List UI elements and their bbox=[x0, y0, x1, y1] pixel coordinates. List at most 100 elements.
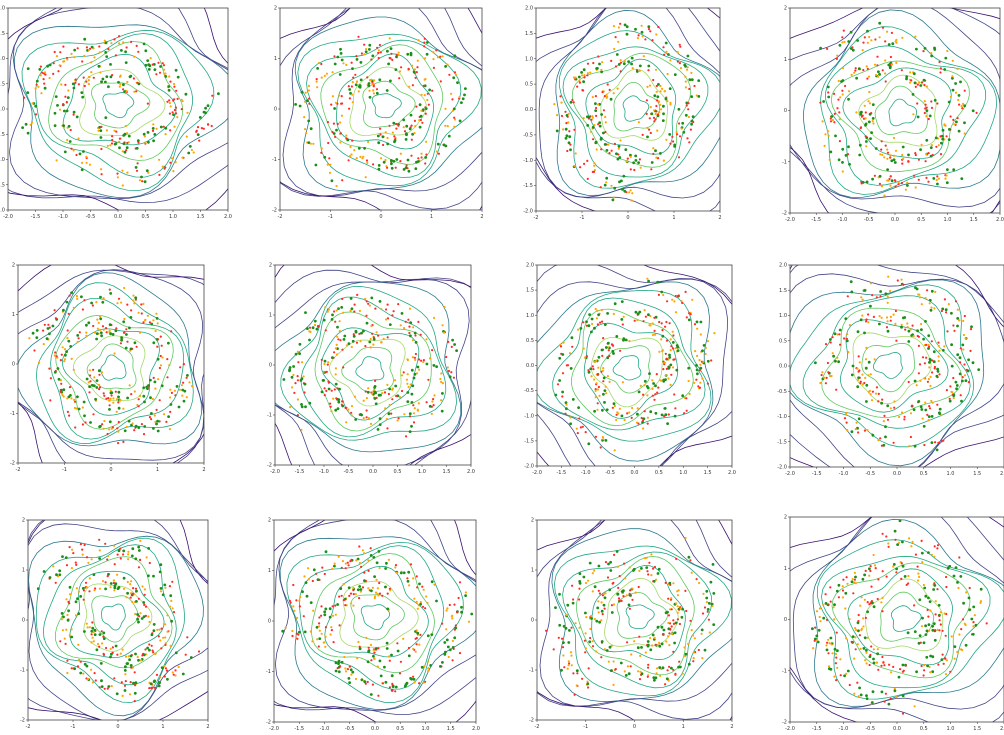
data-point bbox=[698, 359, 701, 362]
data-point bbox=[391, 689, 394, 692]
data-point bbox=[671, 347, 675, 350]
data-point bbox=[944, 56, 948, 60]
data-point bbox=[331, 95, 334, 98]
data-point bbox=[857, 431, 860, 434]
data-point bbox=[85, 80, 88, 83]
data-point bbox=[146, 59, 150, 62]
data-point bbox=[121, 648, 124, 651]
data-point bbox=[566, 364, 570, 367]
data-point bbox=[954, 91, 958, 94]
data-point bbox=[62, 103, 65, 106]
data-point bbox=[641, 35, 644, 38]
data-point bbox=[77, 643, 80, 646]
data-point bbox=[588, 561, 592, 565]
data-point bbox=[170, 330, 173, 333]
data-point bbox=[861, 314, 864, 317]
data-point bbox=[673, 641, 676, 645]
data-point bbox=[860, 596, 863, 599]
data-point bbox=[854, 428, 857, 431]
data-point bbox=[584, 647, 587, 650]
data-point bbox=[906, 322, 909, 325]
data-point bbox=[96, 318, 99, 321]
contour-line bbox=[35, 33, 194, 178]
data-point bbox=[342, 599, 345, 602]
data-point bbox=[612, 402, 616, 406]
data-point bbox=[870, 399, 874, 402]
data-point bbox=[364, 579, 367, 583]
data-point bbox=[347, 677, 351, 680]
data-point bbox=[655, 373, 658, 376]
data-point bbox=[66, 671, 69, 675]
data-point bbox=[570, 654, 573, 657]
data-point bbox=[564, 127, 568, 131]
data-point bbox=[880, 664, 883, 667]
contour-line bbox=[821, 555, 991, 689]
data-point bbox=[838, 333, 841, 336]
data-point bbox=[963, 121, 966, 125]
data-point bbox=[642, 393, 645, 396]
data-point bbox=[385, 561, 388, 565]
data-point bbox=[311, 579, 314, 583]
data-point bbox=[396, 394, 400, 398]
data-point bbox=[918, 598, 922, 602]
data-point bbox=[929, 358, 932, 362]
data-point bbox=[866, 67, 869, 70]
data-point bbox=[164, 75, 168, 78]
data-point bbox=[900, 411, 904, 414]
data-point bbox=[958, 319, 961, 322]
data-point bbox=[628, 566, 631, 569]
data-point bbox=[648, 117, 651, 120]
data-point bbox=[888, 289, 892, 293]
data-point bbox=[425, 153, 428, 156]
data-point bbox=[570, 626, 573, 629]
data-point bbox=[572, 76, 576, 79]
data-point bbox=[876, 597, 879, 601]
data-point bbox=[130, 40, 133, 44]
data-point bbox=[166, 677, 169, 681]
data-point bbox=[587, 370, 591, 374]
data-point bbox=[370, 296, 374, 300]
data-point bbox=[924, 633, 928, 636]
data-point bbox=[128, 326, 131, 330]
data-point bbox=[412, 421, 416, 424]
data-point bbox=[88, 577, 91, 580]
data-point bbox=[829, 600, 832, 603]
data-point bbox=[899, 668, 902, 671]
contour-line bbox=[341, 346, 394, 393]
data-point bbox=[56, 367, 60, 370]
data-point bbox=[921, 356, 925, 359]
data-point bbox=[282, 378, 286, 381]
data-point bbox=[901, 564, 905, 568]
data-point bbox=[149, 396, 152, 399]
data-point bbox=[971, 109, 975, 113]
data-point bbox=[892, 565, 895, 568]
data-point bbox=[115, 692, 119, 696]
data-point bbox=[659, 108, 663, 111]
data-point bbox=[104, 51, 108, 54]
data-point bbox=[917, 178, 920, 181]
data-point bbox=[921, 81, 924, 84]
contour-line bbox=[613, 82, 661, 132]
data-point bbox=[888, 663, 891, 666]
data-point bbox=[452, 376, 455, 379]
data-point bbox=[664, 374, 667, 377]
data-point bbox=[426, 98, 429, 102]
data-point bbox=[884, 692, 887, 695]
data-point bbox=[174, 651, 178, 655]
data-point bbox=[75, 153, 78, 157]
data-point bbox=[834, 134, 837, 138]
data-point bbox=[323, 394, 326, 397]
data-point bbox=[435, 365, 438, 368]
data-point bbox=[152, 427, 155, 430]
data-point bbox=[595, 382, 598, 385]
data-point bbox=[336, 387, 339, 390]
contour-line bbox=[91, 595, 139, 643]
data-point bbox=[102, 328, 105, 331]
data-point bbox=[886, 320, 889, 323]
data-point bbox=[923, 84, 926, 87]
data-point bbox=[878, 315, 881, 318]
data-point bbox=[320, 151, 323, 154]
data-point bbox=[640, 567, 643, 570]
data-point bbox=[137, 426, 141, 429]
data-point bbox=[399, 660, 402, 663]
